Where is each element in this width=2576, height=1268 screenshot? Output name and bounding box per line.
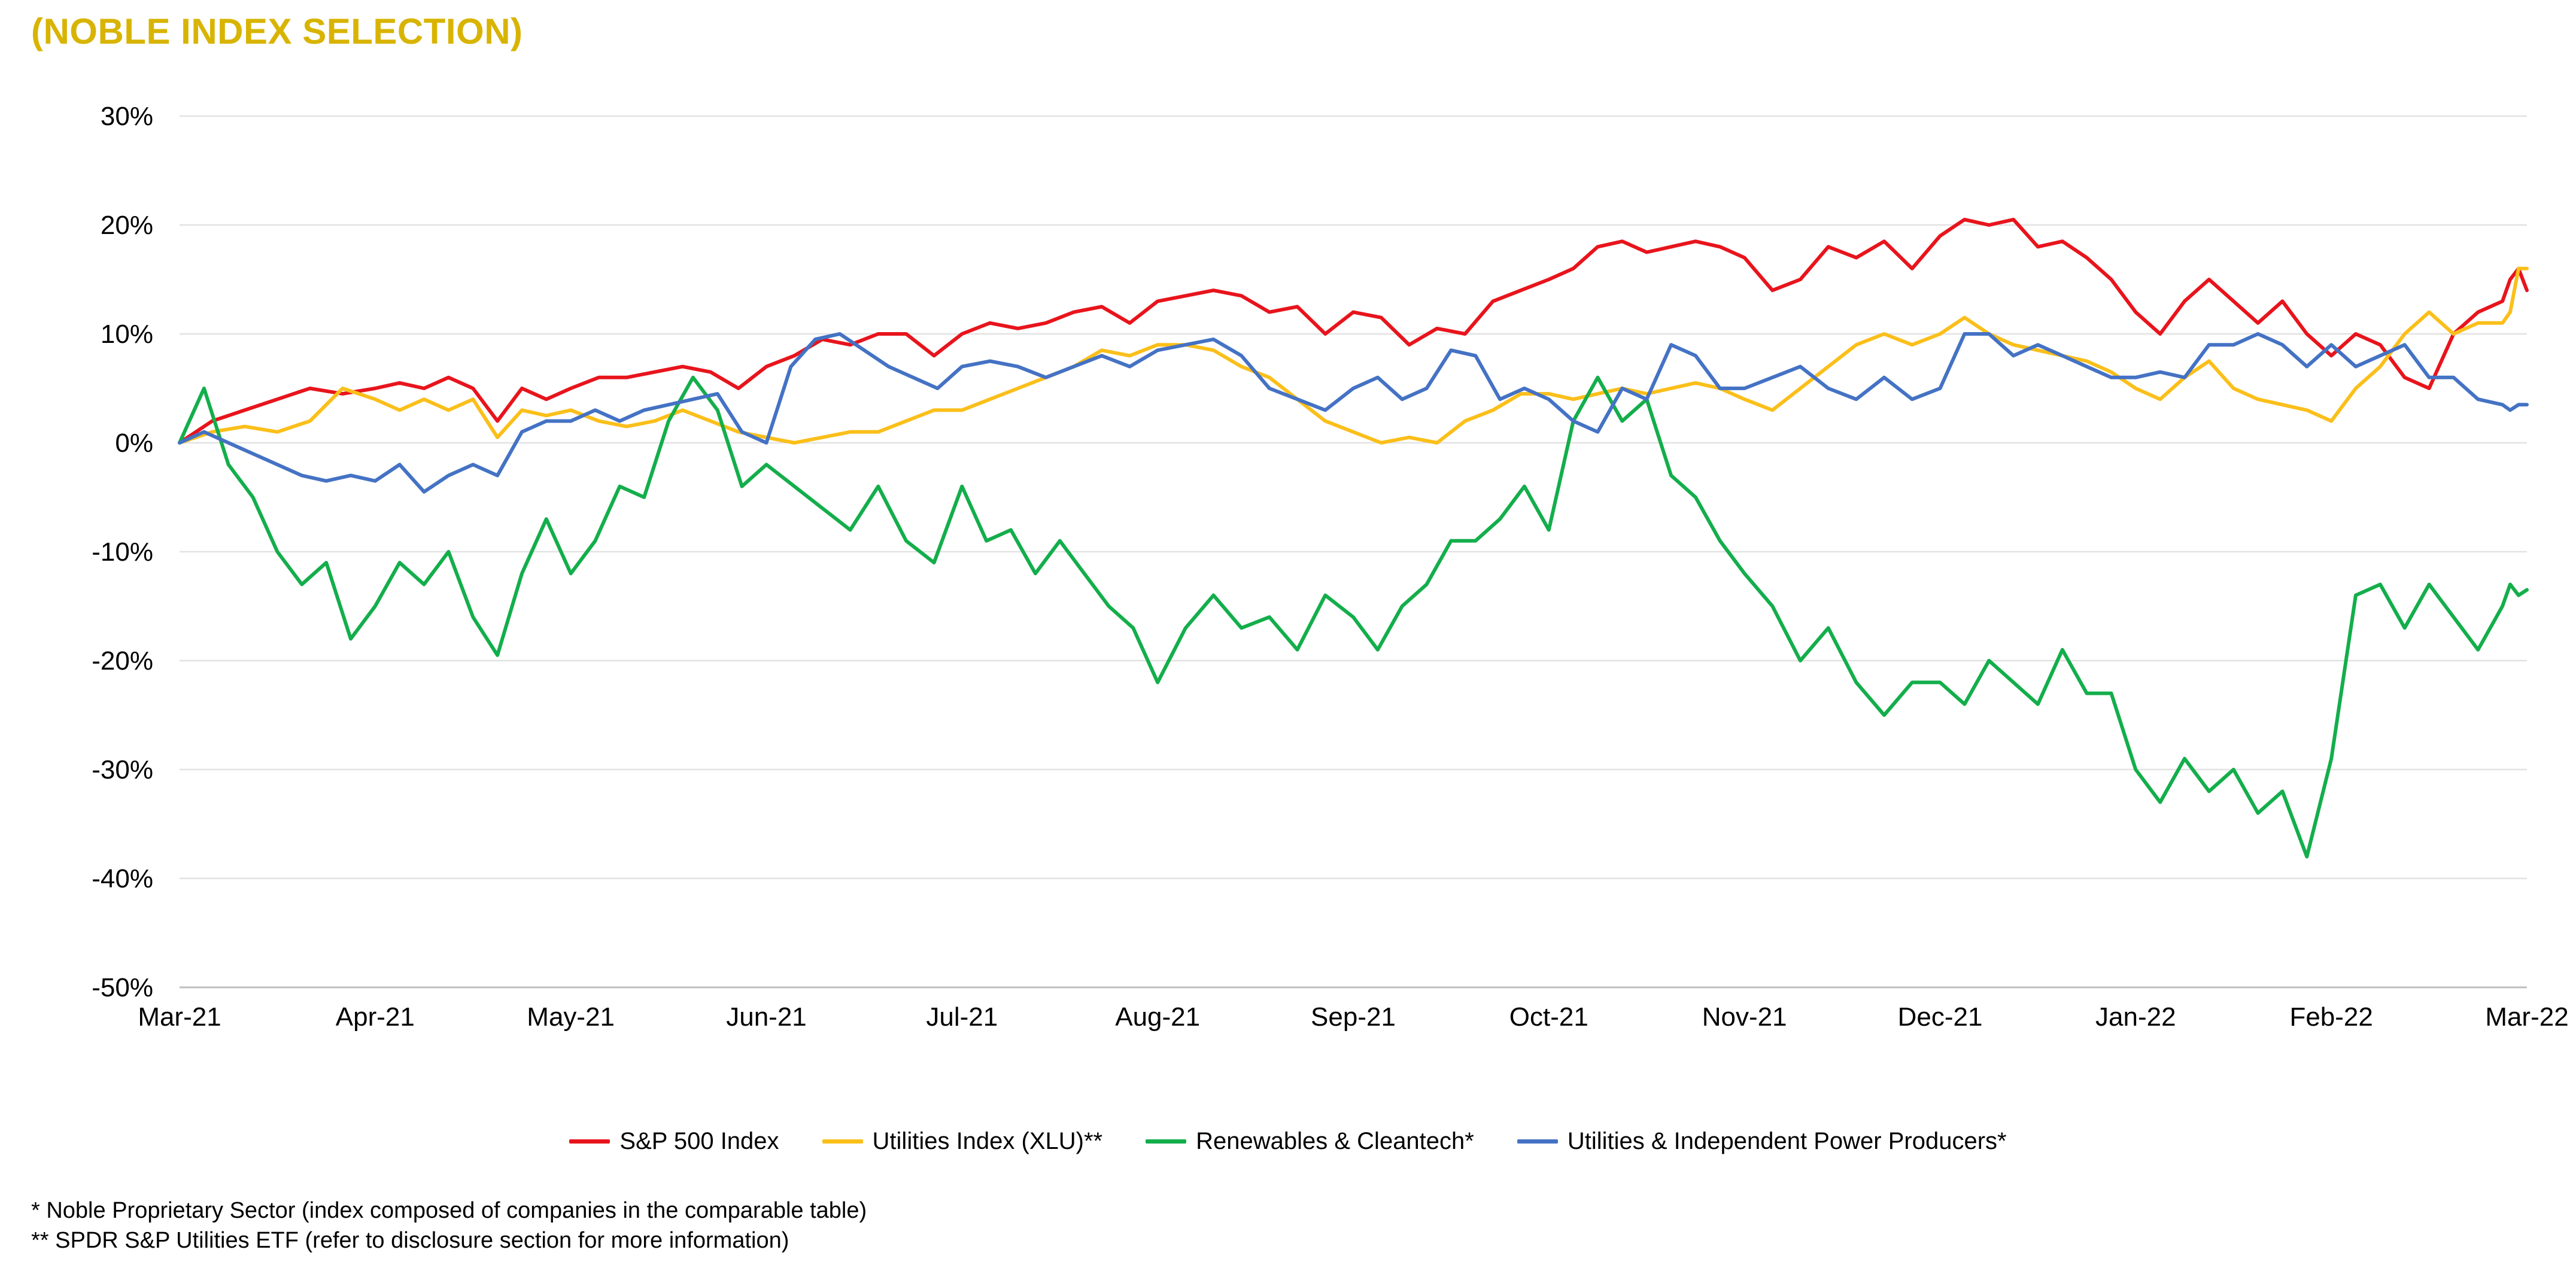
x-tick-label: Jan-22 [2095, 1002, 2176, 1032]
legend-swatch [1146, 1139, 1187, 1144]
x-tick-label: Apr-21 [336, 1002, 415, 1032]
legend-swatch [569, 1139, 610, 1144]
legend-item: Utilities Index (XLU)** [822, 1128, 1103, 1155]
legend: S&P 500 Index Utilities Index (XLU)** Rene… [0, 1128, 2576, 1155]
x-tick-label: Mar-22 [2485, 1002, 2568, 1032]
legend-item: S&P 500 Index [569, 1128, 779, 1155]
y-tick-label: -10% [92, 537, 153, 567]
legend-item: Utilities & Independent Power Producers* [1517, 1128, 2007, 1155]
legend-swatch [822, 1139, 863, 1144]
x-tick-label: Aug-21 [1115, 1002, 1200, 1032]
legend-label: Renewables & Cleantech* [1196, 1128, 1474, 1154]
x-tick-label: Oct-21 [1509, 1002, 1588, 1032]
footnote-2: ** SPDR S&P Utilities ETF (refer to disc… [31, 1228, 789, 1253]
series-line-2 [178, 266, 2529, 445]
y-tick-label: -50% [92, 973, 153, 1002]
footnotes: * Noble Proprietary Sector (index compos… [31, 1196, 867, 1255]
footnote-1: * Noble Proprietary Sector (index compos… [31, 1198, 867, 1223]
y-tick-label: -40% [92, 864, 153, 893]
series-line-1 [178, 217, 2529, 445]
legend-label: S&P 500 Index [619, 1128, 779, 1154]
series-line-4 [178, 332, 2529, 494]
x-tick-label: Sep-21 [1311, 1002, 1396, 1032]
legend-swatch [1517, 1139, 1558, 1144]
y-tick-label: 0% [115, 428, 153, 458]
x-tick-label: Nov-21 [1702, 1002, 1787, 1032]
y-axis: 30% 20% 10% 0% -10% -20% -30% -40% -50% [92, 102, 153, 1002]
y-tick-label: -30% [92, 755, 153, 784]
x-axis: Mar-21 Apr-21 May-21 Jun-21 Jul-21 Aug-21 Sep-… [138, 1002, 2568, 1032]
series-layer [178, 217, 2529, 859]
x-tick-label: Mar-21 [138, 1002, 221, 1032]
y-tick-label: 10% [101, 320, 153, 349]
x-tick-label: Dec-21 [1898, 1002, 1983, 1032]
legend-label: Utilities Index (XLU)** [872, 1128, 1103, 1154]
x-tick-label: Jun-21 [726, 1002, 807, 1032]
y-tick-label: -20% [92, 646, 153, 676]
x-tick-label: Feb-22 [2289, 1002, 2373, 1032]
x-tick-label: Jul-21 [926, 1002, 998, 1032]
legend-label: Utilities & Independent Power Producers* [1567, 1128, 2007, 1154]
x-tick-label: May-21 [527, 1002, 615, 1032]
chart-title: (NOBLE INDEX SELECTION) [31, 11, 523, 51]
line-chart: 30% 20% 10% 0% -10% -20% -30% -40% -50% Mar-21 Ap… [92, 102, 2568, 1032]
y-tick-label: 20% [101, 211, 153, 240]
legend-item: Renewables & Cleantech* [1146, 1128, 1474, 1155]
series-line-3 [178, 375, 2529, 859]
y-tick-label: 30% [101, 102, 153, 131]
